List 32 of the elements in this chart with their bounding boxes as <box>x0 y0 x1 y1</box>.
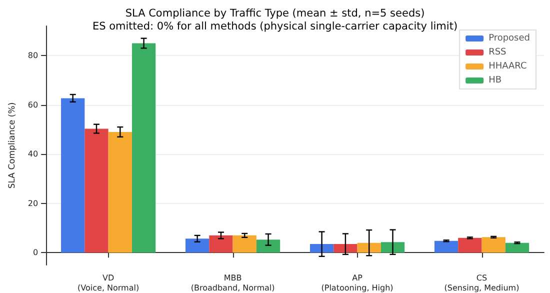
y-tick-label: 20 <box>28 198 38 208</box>
x-tick-label: MBB (Broadband, Normal) <box>190 274 275 292</box>
y-tick-label: 0 <box>32 248 38 258</box>
bar <box>232 235 256 253</box>
bar <box>434 240 458 253</box>
legend-label: HB <box>488 76 502 86</box>
y-axis-title: SLA Compliance (%) <box>8 102 18 189</box>
bar <box>458 238 482 253</box>
y-tick-label: 80 <box>28 51 38 60</box>
bar <box>256 240 280 253</box>
x-tick-label: AP (Platooning, High) <box>321 274 394 292</box>
bar <box>209 235 233 253</box>
bar <box>334 244 358 253</box>
legend-label: RSS <box>488 48 507 58</box>
x-tick-label: CS (Sensing, Medium) <box>444 274 520 292</box>
bar <box>380 242 405 253</box>
bar <box>357 242 381 253</box>
bar <box>61 98 85 253</box>
y-tick-label: 40 <box>28 150 38 159</box>
chart-subtitle: ES omitted: 0% for all methods (physical single-carrier capacity limit) <box>92 20 458 32</box>
bar <box>505 242 530 253</box>
bar <box>310 244 334 253</box>
bar <box>185 238 210 253</box>
bar <box>84 128 108 253</box>
bar <box>482 237 506 253</box>
chart-title: SLA Compliance by Traffic Type (mean ± std, n=5 seeds) <box>125 8 425 20</box>
bar <box>132 43 156 253</box>
y-tick-label: 60 <box>28 100 38 110</box>
x-tick-label: VD (Voice, Normal) <box>78 274 140 292</box>
legend-label: Proposed <box>488 34 530 44</box>
bar <box>108 132 132 253</box>
legend-label: HHAARC <box>488 62 527 72</box>
